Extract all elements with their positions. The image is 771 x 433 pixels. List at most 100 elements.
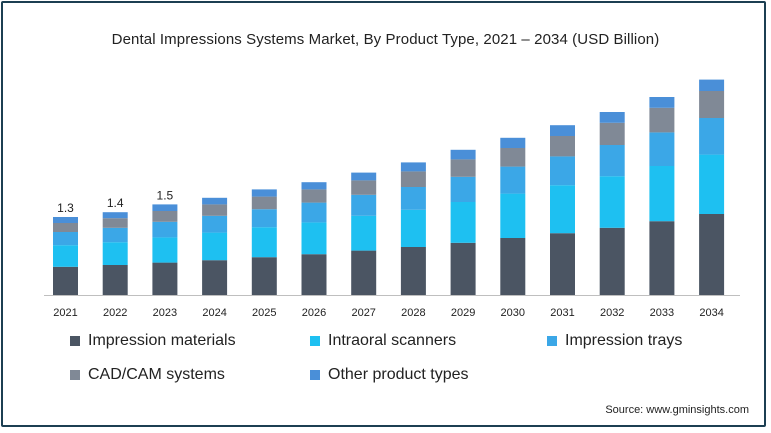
bar-segment-intraoral-scanners-2021 [53,245,78,267]
bar-segment-intraoral-scanners-2027 [351,215,377,251]
bar-segment-other-product-types-2031 [550,125,575,136]
bar-segment-intraoral-scanners-2025 [251,227,277,258]
bar-segment-impression-materials-2022 [102,265,128,295]
bar-segment-cad-cam-systems-2025 [251,196,277,210]
legend-swatch-intraoral-scanners [310,336,320,346]
bar-segment-intraoral-scanners-2026 [301,222,327,255]
bar-segment-intraoral-scanners-2029 [450,202,476,243]
bar-segment-impression-materials-2031 [550,233,575,295]
legend-item-impression-trays: Impression trays [547,332,682,350]
x-tick-label-2029: 2029 [451,307,475,319]
bar-segment-impression-materials-2032 [599,227,625,295]
legend-item-intraoral-scanners: Intraoral scanners [310,332,456,350]
bar-segment-intraoral-scanners-2032 [599,176,625,228]
bar-segment-cad-cam-systems-2033 [649,107,675,133]
bar-segment-impression-trays-2025 [251,209,277,228]
legend-label: Impression trays [565,332,683,349]
bar-segment-impression-trays-2027 [351,194,377,216]
bar-segment-intraoral-scanners-2031 [550,185,575,234]
bar-segment-other-product-types-2022 [102,212,128,219]
bar-segment-intraoral-scanners-2030 [500,193,526,238]
bar-segment-impression-trays-2026 [301,202,327,223]
bar-segment-cad-cam-systems-2027 [351,180,377,195]
bar-segment-other-product-types-2030 [500,137,526,148]
bar-segment-intraoral-scanners-2023 [152,237,178,263]
bar-segment-impression-materials-2033 [649,221,675,295]
legend-label: Intraoral scanners [328,332,457,349]
bar-segment-impression-trays-2031 [550,156,575,186]
x-tick-label-2021: 2021 [53,307,77,319]
bar-segment-other-product-types-2029 [450,149,476,160]
bar-segment-other-product-types-2021 [53,217,78,223]
bar-segment-impression-materials-2027 [351,250,377,295]
bar-segment-impression-materials-2026 [301,254,327,295]
bar-segment-other-product-types-2025 [251,189,277,197]
source-note: Source: www.gminsights.com [605,404,749,416]
bar-segment-cad-cam-systems-2030 [500,148,526,167]
legend-label: Other product types [328,366,469,383]
bar-segment-other-product-types-2026 [301,182,327,190]
legend-swatch-impression-materials [70,336,80,346]
bar-segment-impression-trays-2034 [699,118,725,155]
bar-segment-impression-materials-2024 [202,260,228,295]
bar-segment-cad-cam-systems-2021 [53,223,78,232]
bar-segment-cad-cam-systems-2024 [202,204,228,216]
bar-segment-intraoral-scanners-2022 [102,242,128,265]
legend-label: Impression materials [88,332,236,349]
bar-segment-impression-trays-2024 [202,215,228,233]
legend-item-cad-cam-systems: CAD/CAM systems [70,366,225,384]
bar-segment-other-product-types-2024 [202,197,228,205]
x-tick-label-2024: 2024 [202,307,226,319]
data-label-2022: 1.4 [107,196,124,210]
bar-segment-cad-cam-systems-2023 [152,211,178,222]
x-tick-label-2026: 2026 [302,307,326,319]
legend-item-impression-materials: Impression materials [70,332,236,350]
bar-segment-impression-materials-2023 [152,262,178,295]
bar-segment-cad-cam-systems-2026 [301,189,327,203]
bar-segment-other-product-types-2023 [152,204,178,211]
legend-swatch-impression-trays [547,336,557,346]
x-tick-label-2025: 2025 [252,307,276,319]
bar-segment-cad-cam-systems-2034 [699,91,725,118]
bar-segment-cad-cam-systems-2029 [450,159,476,177]
bar-segment-other-product-types-2028 [400,162,426,172]
x-tick-label-2022: 2022 [103,307,127,319]
x-tick-label-2030: 2030 [501,307,525,319]
bar-segment-impression-trays-2030 [500,166,526,194]
bar-segment-impression-trays-2029 [450,176,476,202]
bar-segment-other-product-types-2032 [599,112,625,123]
bar-segment-other-product-types-2027 [351,172,377,181]
bar-segment-intraoral-scanners-2024 [202,232,228,261]
data-labels: 1.3 1.4 1.5 [57,188,173,215]
x-tick-label-2034: 2034 [699,307,723,319]
x-tick-label-2032: 2032 [600,307,624,319]
bar-segment-intraoral-scanners-2033 [649,166,675,222]
bar-segment-impression-trays-2022 [102,227,128,243]
legend-swatch-other-product-types [310,370,320,380]
bar-segment-impression-trays-2021 [53,232,78,246]
bars-group [53,79,725,295]
bar-segment-impression-materials-2021 [53,266,78,295]
bar-segment-cad-cam-systems-2032 [599,122,625,145]
x-tick-label-2027: 2027 [351,307,375,319]
legend-item-other-product-types: Other product types [310,366,469,384]
x-tick-label-2031: 2031 [550,307,574,319]
bar-segment-impression-materials-2025 [251,257,277,295]
bar-segment-intraoral-scanners-2034 [699,154,725,214]
x-tick-label-2028: 2028 [401,307,425,319]
data-label-2023: 1.5 [157,188,174,202]
bar-segment-cad-cam-systems-2022 [102,218,128,228]
bar-segment-impression-trays-2032 [599,145,625,177]
x-tick-labels: 2021 2022 2023 2024 2025 2026 2027 2028 2029 2030… [53,307,724,319]
chart-frame [1,1,766,427]
bar-segment-other-product-types-2034 [699,79,725,91]
bar-segment-impression-materials-2030 [500,238,526,295]
bar-segment-impression-materials-2029 [450,242,476,295]
bar-segment-impression-trays-2028 [400,187,426,210]
bar-segment-impression-materials-2028 [400,247,426,295]
bar-segment-impression-trays-2033 [649,132,675,166]
data-label-2021: 1.3 [57,201,74,215]
bar-segment-cad-cam-systems-2031 [550,136,575,157]
bar-segment-other-product-types-2033 [649,97,675,108]
